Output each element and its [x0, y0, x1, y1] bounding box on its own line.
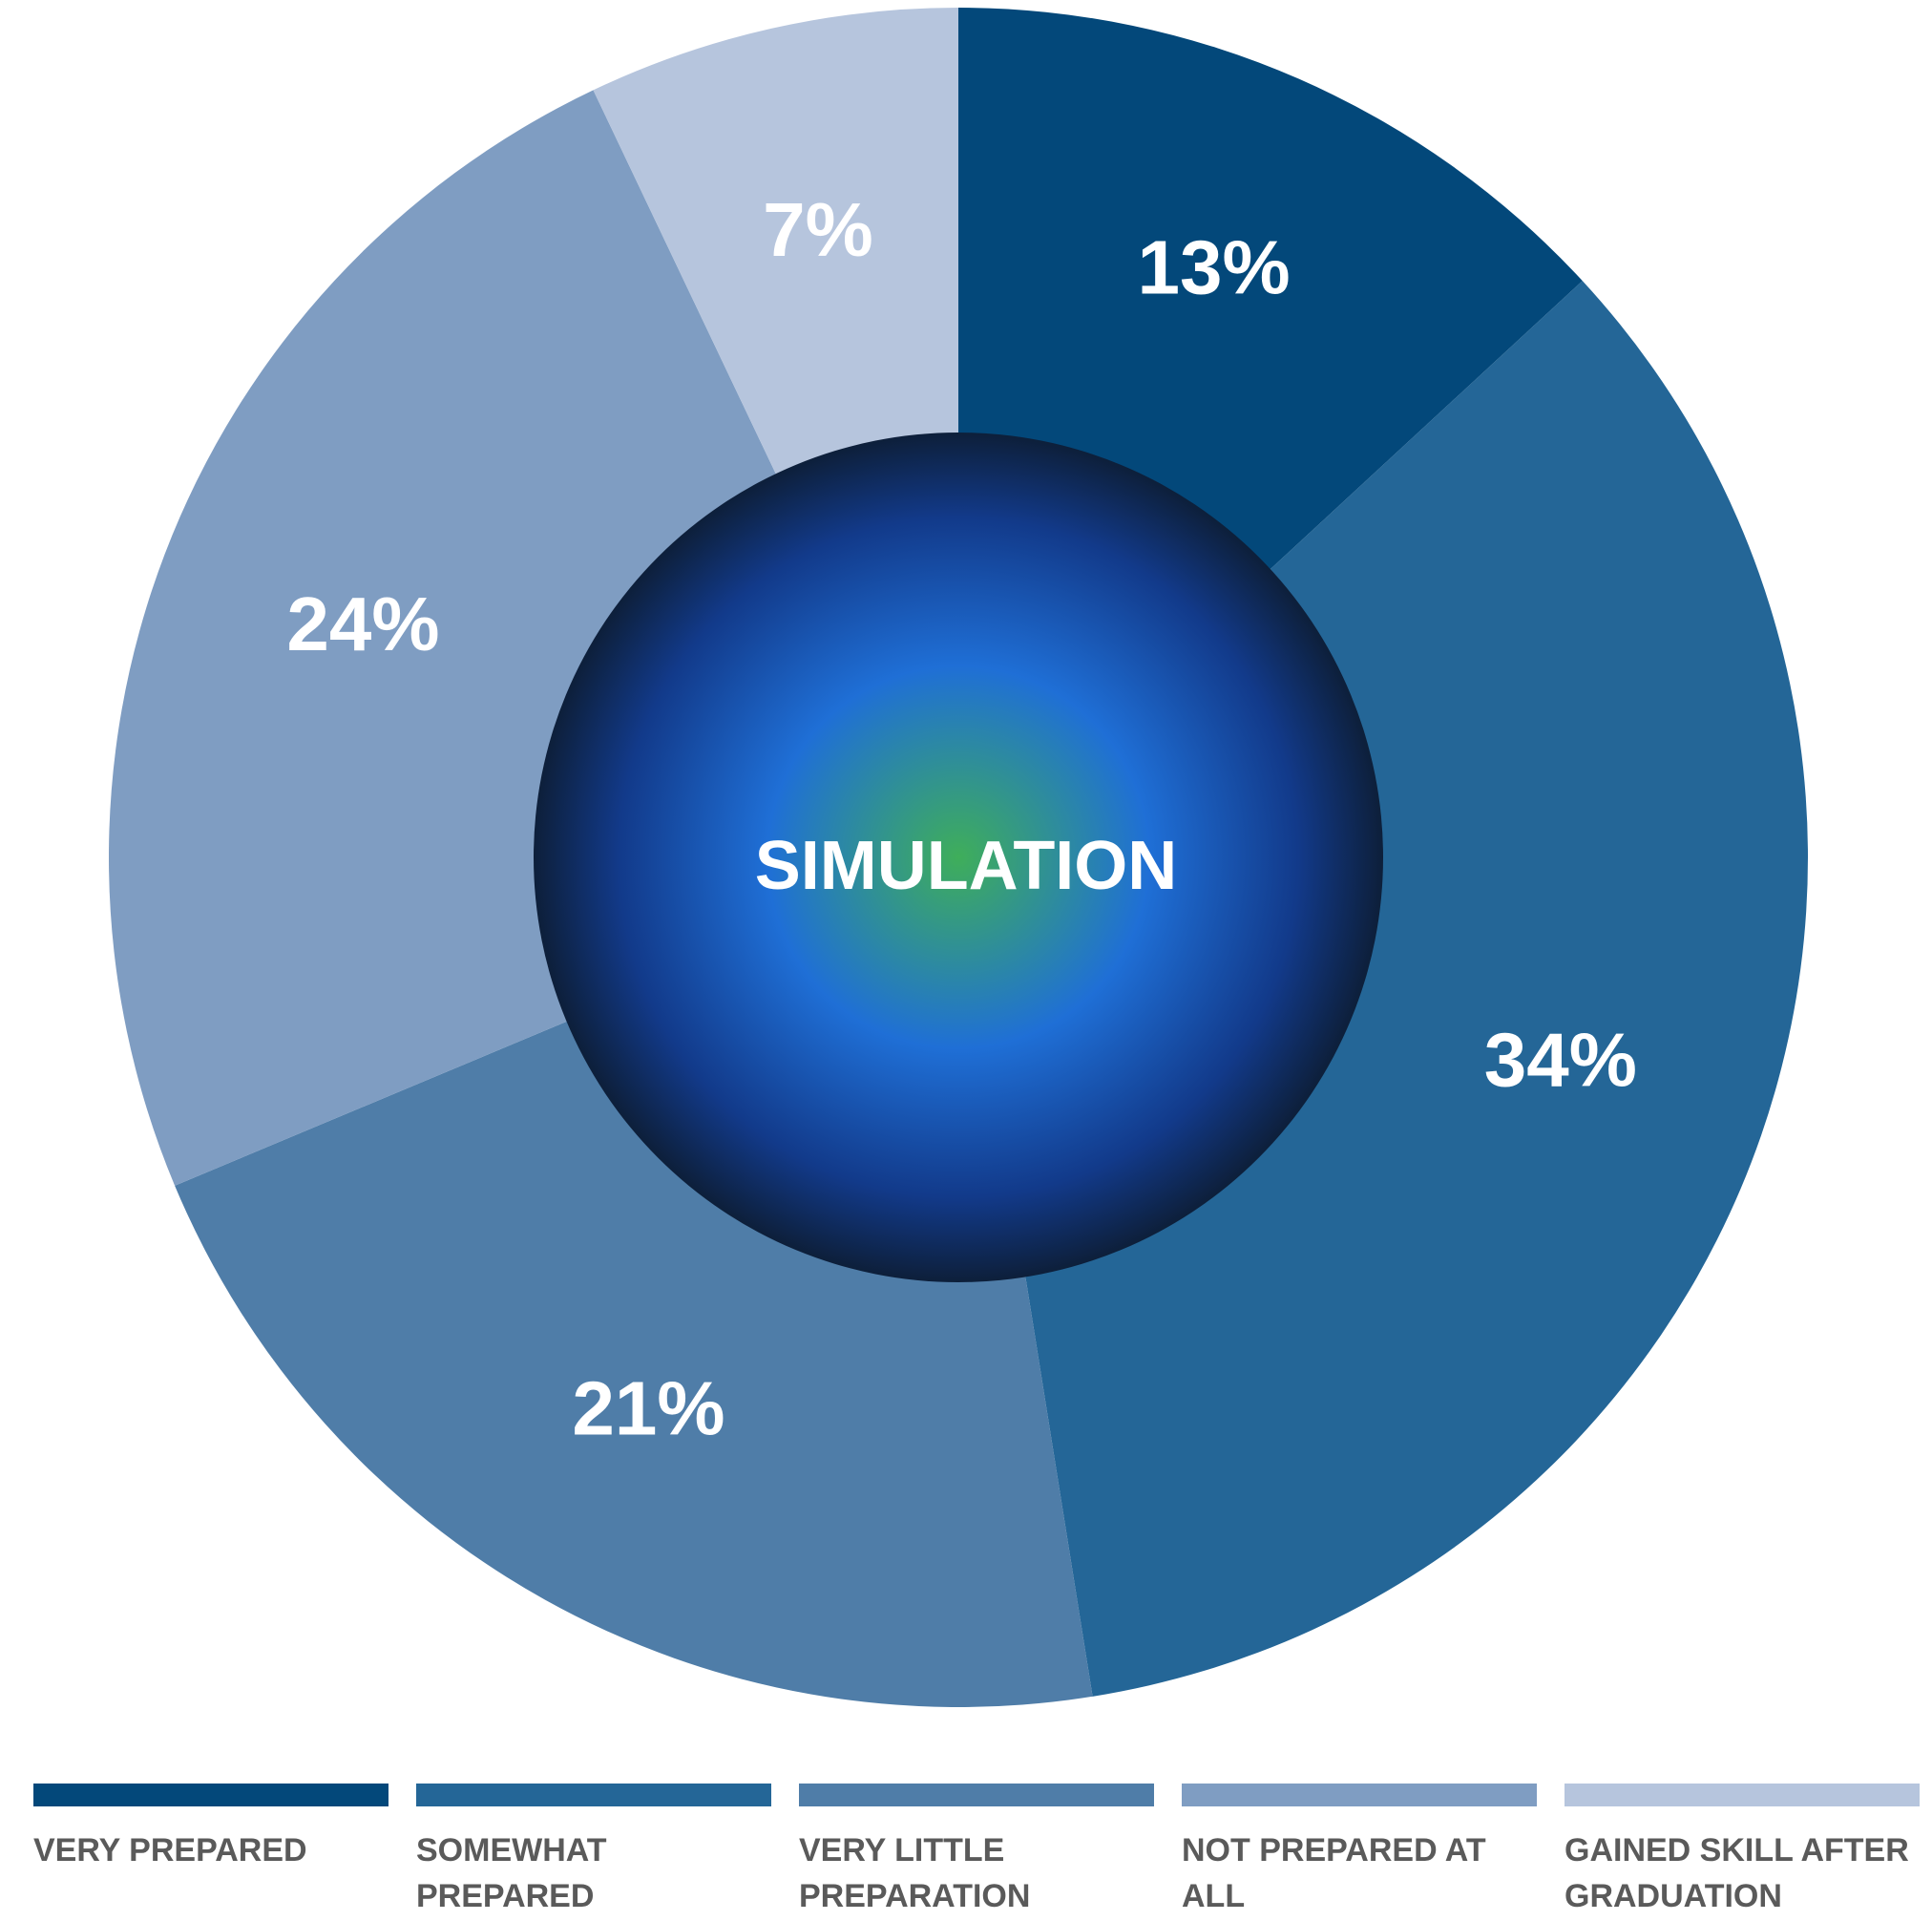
legend-item: NOT PREPARED AT ALL [1182, 1784, 1537, 1919]
value-label: 21% [572, 1365, 724, 1450]
value-label: 7% [763, 187, 873, 272]
legend-label: GAINED SKILL AFTER GRADUATION [1564, 1832, 1909, 1914]
legend-label: NOT PREPARED AT ALL [1182, 1832, 1486, 1914]
legend-swatch [1182, 1784, 1537, 1806]
value-label: 34% [1484, 1017, 1637, 1102]
legend-item: GAINED SKILL AFTER GRADUATION [1564, 1784, 1920, 1919]
legend-item: VERY LITTLE PREPARATION [799, 1784, 1154, 1919]
legend-swatch [1564, 1784, 1920, 1806]
legend-label: SOMEWHAT PREPARED [416, 1832, 607, 1914]
legend-label: VERY PREPARED [33, 1832, 307, 1868]
value-label: 13% [1138, 225, 1291, 310]
legend-item: SOMEWHAT PREPARED [416, 1784, 771, 1919]
chart: SIMULATION 13% 34% 21% 24% 7% [108, 8, 1808, 1707]
legend-swatch [799, 1784, 1154, 1806]
value-label: 24% [286, 581, 439, 666]
slice [958, 281, 1808, 1697]
center-label: SIMULATION [755, 828, 1178, 904]
legend-item: VERY PREPARED [33, 1784, 388, 1873]
center-image [534, 433, 1383, 1282]
legend-swatch [33, 1784, 388, 1806]
legend-swatch [416, 1784, 771, 1806]
legend-label: VERY LITTLE PREPARATION [799, 1832, 1031, 1914]
